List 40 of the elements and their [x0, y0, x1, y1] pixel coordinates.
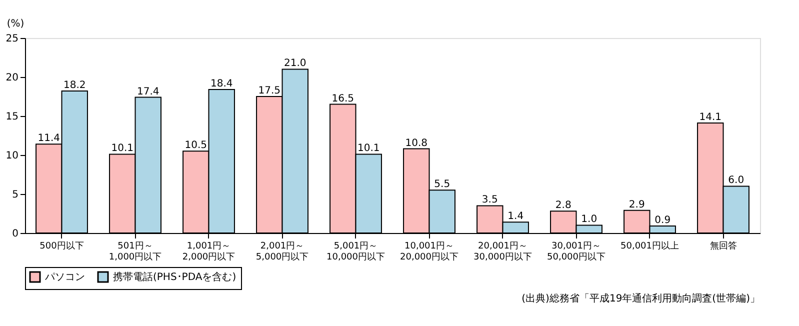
data-label: 21.0	[284, 58, 306, 70]
data-label: 17.5	[258, 86, 281, 96]
y-tick-label: 0	[12, 228, 18, 240]
legend-label: パソコン	[44, 272, 85, 283]
data-label: 5.5	[434, 179, 450, 190]
data-label: 17.4	[136, 86, 160, 98]
y-axis-title: (%)	[6, 18, 24, 30]
y-tick-label: 20	[6, 72, 18, 84]
data-label: 2.8	[555, 200, 572, 212]
x-tick-label: 20,001円～ 30,000円以下	[474, 242, 532, 262]
data-label: 10.1	[357, 143, 380, 154]
data-label: 10.1	[111, 143, 134, 154]
x-tick-label: 2,001円～ 5,000円以下	[256, 242, 309, 262]
data-label: 11.4	[38, 133, 60, 144]
data-label: 18.4	[210, 78, 233, 90]
y-tick-label: 25	[6, 34, 18, 44]
x-tick-label: 5,001円～ 10,000円以下	[326, 242, 385, 262]
data-label: 10.8	[405, 138, 428, 149]
data-label: 6.0	[728, 175, 744, 186]
legend-label: 携帯電話(PHS･PDAを含む)	[113, 271, 236, 283]
data-label: 3.5	[482, 194, 498, 206]
data-label: 14.1	[699, 112, 722, 124]
x-tick-label: 1,001円～ 2,000円以下	[182, 242, 236, 262]
data-label: 10.5	[184, 140, 208, 152]
x-tick-label: 10,001円～ 20,000円以下	[400, 242, 458, 262]
data-label: 2.9	[628, 199, 645, 210]
text: (出典)総務省「平成19年通信利用動向調査(世帯編)」	[522, 292, 760, 304]
x-tick-label: 30,001円～ 50,000円以下	[547, 242, 606, 262]
data-label: 1.4	[508, 211, 524, 222]
data-label: 18.2	[63, 80, 86, 92]
x-tick-label: 無回答	[710, 240, 737, 252]
x-tick-label: 500円以下	[40, 240, 84, 252]
data-label: 0.9	[654, 214, 671, 226]
x-tick-label: 501円～ 1,000円以下	[108, 242, 162, 262]
x-tick-label: 50,001円以上	[620, 240, 679, 252]
data-label: 1.0	[581, 214, 598, 226]
data-label: 16.5	[332, 93, 354, 104]
y-tick-label: 15	[6, 112, 18, 122]
y-tick-label: 5	[12, 190, 18, 200]
y-tick-label: 10	[6, 150, 18, 162]
